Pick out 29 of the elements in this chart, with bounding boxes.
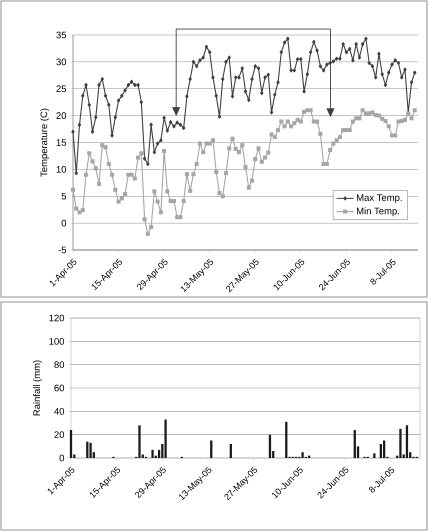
y-tick-label: 100: [49, 338, 64, 345]
y-tick-label: 30: [56, 58, 66, 66]
y-axis-title: Temperature (C): [40, 108, 50, 177]
y-tick-label: 5: [62, 192, 66, 200]
bar: [230, 444, 232, 458]
legend-label: Min Temp.: [356, 207, 399, 216]
bar: [382, 440, 386, 458]
y-tick-label: 10: [56, 166, 66, 173]
bar: [285, 422, 288, 458]
y-tick-label: 80: [54, 361, 64, 368]
bar: [86, 442, 88, 458]
y-tick-label: 0: [62, 220, 66, 226]
y-tick-label: 15: [56, 139, 66, 146]
y-tick-label: 20: [54, 431, 64, 438]
y-tick-label: 60: [54, 384, 64, 392]
y-tick-label: -5: [58, 246, 66, 254]
y-tick-label: 25: [56, 85, 66, 92]
bar: [210, 440, 212, 458]
y-tick-label: 40: [54, 408, 64, 415]
y-tick-label: 20: [56, 112, 66, 119]
y-axis-title: Rainfall (mm): [33, 360, 42, 416]
y-tick-label: 120: [49, 314, 64, 322]
bar: [373, 453, 376, 458]
bar: [380, 444, 382, 458]
y-tick-label: 0: [60, 454, 64, 462]
bar: [301, 452, 304, 458]
legend-label: Max Temp.: [356, 194, 402, 203]
y-tick-label: 35: [56, 32, 66, 38]
bar: [354, 430, 356, 458]
